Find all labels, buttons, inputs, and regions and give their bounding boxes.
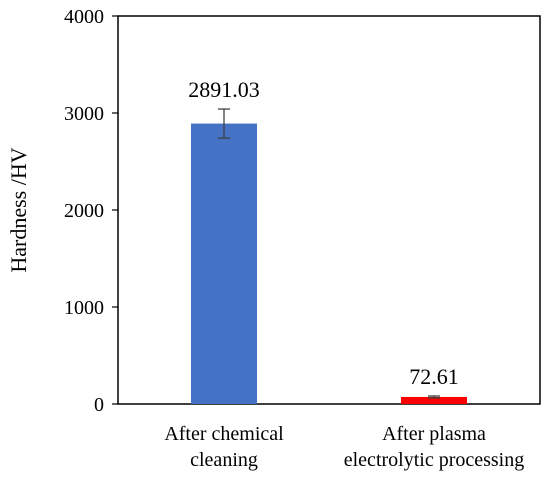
data-labels: 2891.03 72.61 <box>188 77 459 389</box>
x-category-label-line: cleaning <box>190 449 258 471</box>
x-category-label: After plasma electrolytic processing <box>344 423 525 471</box>
x-category-label: After chemical cleaning <box>164 423 284 471</box>
bar <box>191 123 257 404</box>
x-category-label-line: electrolytic processing <box>344 449 525 471</box>
y-tick-label: 1000 <box>64 297 104 319</box>
y-tick-label: 2000 <box>64 200 104 222</box>
x-category-label-line: After chemical <box>164 423 284 445</box>
x-axis-categories: After chemical cleaning After plasma electr… <box>164 423 524 471</box>
x-category-label-line: After plasma <box>382 423 486 445</box>
y-tick-label: 3000 <box>64 103 104 125</box>
bar <box>401 396 467 404</box>
y-tick-label: 4000 <box>64 6 104 28</box>
data-label: 72.61 <box>409 364 459 389</box>
bar-series <box>191 123 467 404</box>
y-tick-label: 0 <box>94 394 104 416</box>
y-axis-ticks: 0 1000 2000 3000 4000 <box>64 6 118 416</box>
data-label: 2891.03 <box>188 77 260 102</box>
error-bars <box>218 108 440 399</box>
y-axis-title: Hardness /HV <box>6 147 31 272</box>
plot-frame <box>117 15 541 405</box>
